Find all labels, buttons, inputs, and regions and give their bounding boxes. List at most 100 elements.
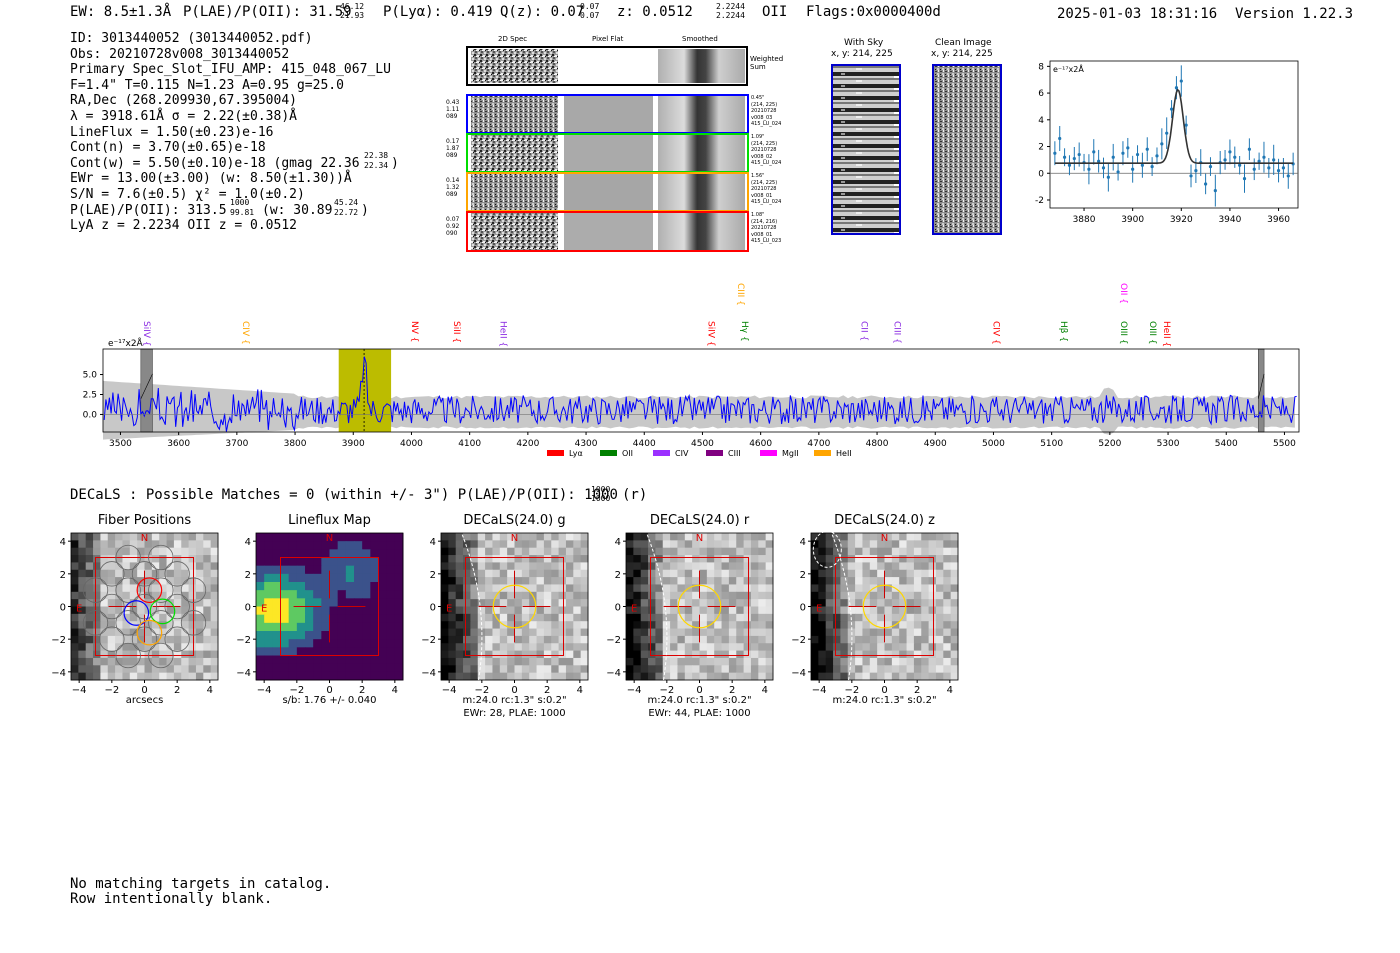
panel-caption: EWr: 44, PLAE: 1000 [648,708,751,719]
lineflux-pixel [272,590,281,599]
image-pixel [115,665,123,674]
lineflux-pixel [345,549,355,558]
image-pixel [151,540,160,549]
image-pixel [899,665,908,674]
zoom-data-point [1111,155,1115,159]
image-pixel [743,643,752,652]
image-pixel [906,562,915,571]
image-pixel [573,584,582,593]
image-pixel [862,628,871,637]
image-pixel [736,533,745,541]
image-pixel [692,569,700,578]
lineflux-pixel [313,622,322,632]
image-pixel [514,562,523,571]
image-pixel [765,613,774,622]
fiber-circle [180,577,207,603]
lineflux-pixel [362,573,371,583]
image-pixel [551,606,560,615]
image-pixel [935,577,944,585]
image-pixel [195,555,204,563]
image-pixel [662,591,671,600]
image-pixel [877,665,885,674]
panel-ytick-label: 0 [800,603,806,614]
image-pixel [869,650,878,659]
image-pixel [655,533,664,541]
image-pixel [855,672,863,681]
image-pixel [203,613,212,622]
image-pixel [159,562,168,571]
image-pixel [166,555,175,563]
image-pixel [692,547,700,556]
lineflux-pixel [354,614,363,624]
lineflux-pixel [362,582,371,591]
image-pixel [477,591,486,600]
image-pixel [203,591,212,600]
lineflux-pixel [345,533,355,542]
zoom-data-point [1145,147,1149,151]
image-pixel [633,599,642,607]
image-pixel [573,650,582,659]
image-pixel [862,643,871,652]
image-pixel [188,657,197,666]
image-pixel [714,547,723,556]
lineflux-pixel [305,663,314,673]
image-pixel [580,635,589,644]
lineflux-pixel [345,647,355,656]
image-pixel [706,628,715,637]
image-pixel [71,540,79,549]
lineflux-pixel [272,598,281,607]
image-pixel [818,657,827,666]
panel-ytick-label: 2 [800,570,806,581]
image-pixel [188,635,197,644]
lineflux-pixel [378,533,388,542]
image-pixel [100,628,109,637]
image-pixel [448,657,457,666]
image-pixel [565,650,574,659]
lineflux-pixel [354,671,363,681]
image-pixel [670,533,678,541]
lineflux-pixel [329,647,339,656]
lineflux-pixel [280,565,290,575]
image-pixel [728,584,737,593]
image-pixel [862,555,871,563]
lineflux-pixel [313,582,322,591]
image-pixel [93,547,101,556]
image-pixel [633,628,642,637]
lineflux-pixel [321,557,330,567]
image-pixel [463,628,471,637]
north-label: N [696,533,703,544]
lineflux-pixel [313,533,322,542]
image-pixel [203,657,212,666]
image-pixel [862,621,871,630]
image-pixel [485,540,493,549]
lineflux-pixel [394,663,404,673]
image-pixel [714,643,723,652]
image-pixel [173,540,182,549]
image-pixel [137,584,145,593]
image-pixel [115,569,123,578]
image-pixel [565,540,574,549]
image-pixel [721,591,730,600]
image-pixel [78,628,87,637]
image-pixel [692,628,700,637]
image-pixel [210,577,219,585]
image-pixel [71,599,79,607]
image-pixel [492,562,501,571]
image-pixel [818,533,827,541]
spectral-line-label: NV { [409,321,419,342]
lineflux-pixel [394,606,404,616]
image-pixel [728,562,737,571]
image-pixel [93,591,101,600]
image-pixel [670,569,678,578]
image-pixel [765,577,774,585]
image-pixel [85,606,94,615]
image-pixel [151,635,160,644]
image-pixel [825,672,834,681]
image-pixel [122,635,131,644]
lineflux-pixel [362,622,371,632]
image-pixel [166,577,175,585]
image-pixel [558,533,567,541]
image-pixel [640,650,649,659]
fiber-highlight [136,577,163,604]
image-pixel [144,547,153,556]
